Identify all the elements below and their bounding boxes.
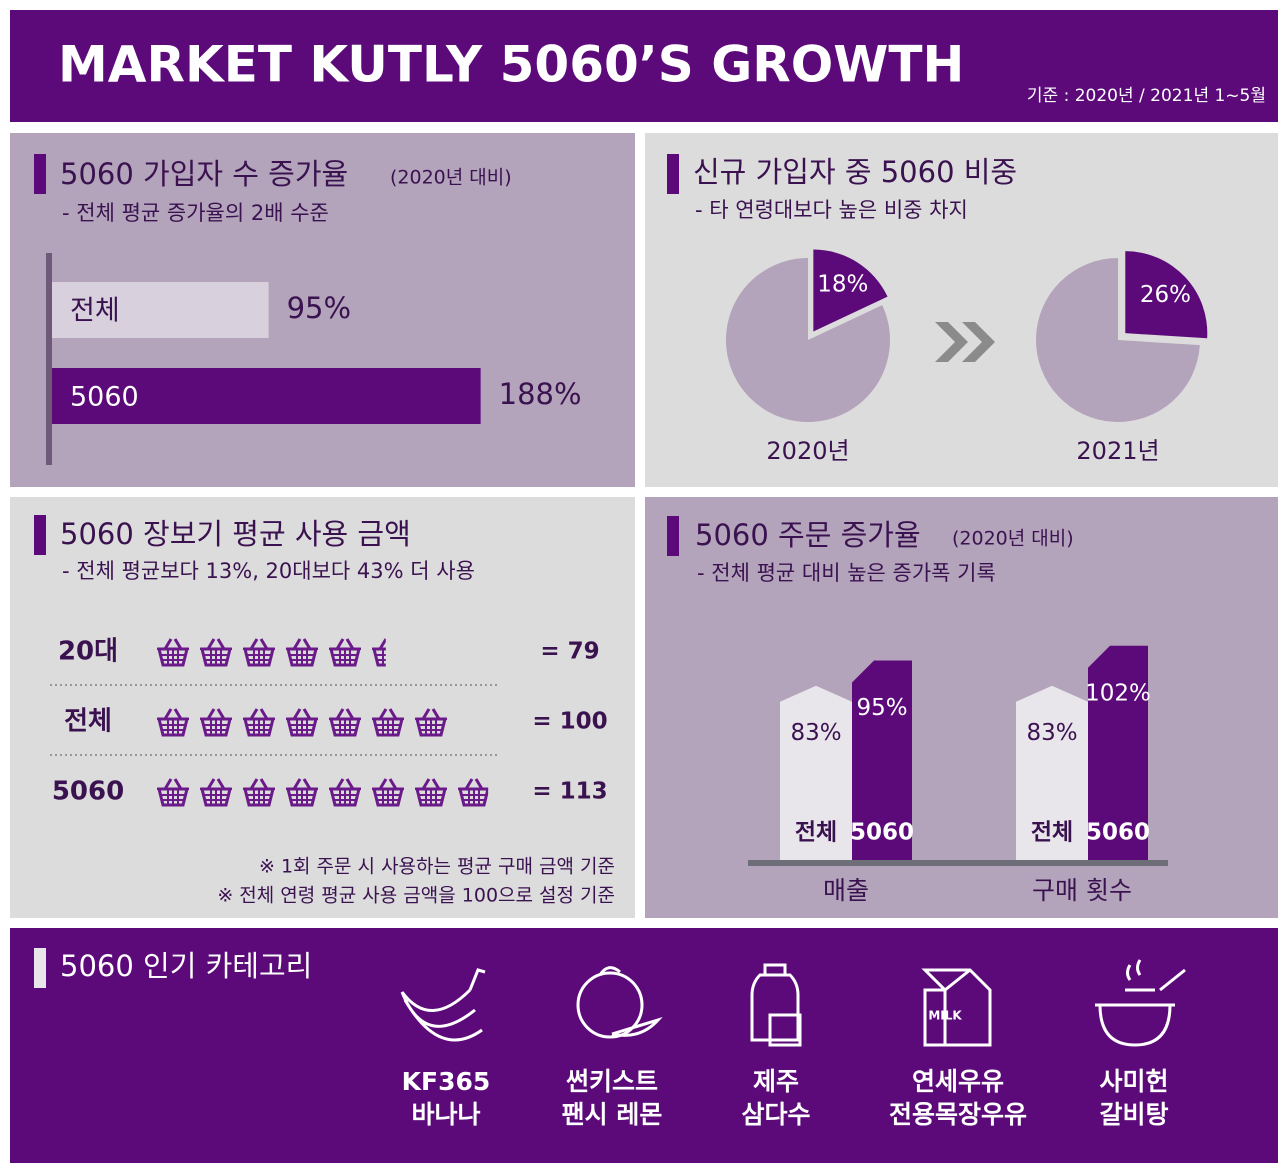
section-subtitle: - 전체 평균 대비 높은 증가폭 기록 <box>697 561 996 585</box>
title-marker <box>667 516 679 556</box>
lemon-icon <box>576 971 644 1039</box>
bar <box>780 685 852 860</box>
icon-label: MILK <box>928 1009 962 1023</box>
axis-line <box>748 860 1168 866</box>
header-basis: 기준 : 2020년 / 2021년 1~5월 <box>1027 86 1266 106</box>
bar <box>52 368 481 424</box>
section-note: (2020년 대비) <box>390 167 512 189</box>
legend-label: 5060 <box>850 820 914 846</box>
title-marker <box>34 515 46 555</box>
bar-label: 전체 <box>70 296 120 327</box>
value-label: = 100 <box>532 709 607 735</box>
legend-label: 5060 <box>1086 820 1150 846</box>
bar-label: 5060 <box>70 382 139 413</box>
header-title: MARKET KUTLY 5060’S GROWTH <box>58 36 964 94</box>
row-label: 20대 <box>58 637 118 667</box>
value-label: = 113 <box>532 779 607 805</box>
panel <box>10 928 1278 1163</box>
category-label: 2020년 <box>766 437 849 465</box>
header-bg <box>10 10 1278 122</box>
value-label: = 79 <box>540 639 599 665</box>
section-title: 신규 가입자 중 5060 비중 <box>693 155 1017 189</box>
section-note: (2020년 대비) <box>952 528 1074 550</box>
item-label: 사미헌 <box>1099 1067 1168 1096</box>
bar <box>1088 645 1148 860</box>
legend-label: 전체 <box>1031 820 1073 846</box>
value-label: 83% <box>1026 720 1077 746</box>
category-icons <box>400 959 1186 1047</box>
section-title: 5060 주문 증가율 <box>695 518 921 552</box>
soup-icon <box>1095 959 1186 1047</box>
row-label: 5060 <box>52 777 124 807</box>
arrow-icon <box>935 322 995 362</box>
panel <box>10 497 635 918</box>
milk-icon <box>921 968 992 1047</box>
section-subtitle: - 전체 평균 증가율의 2배 수준 <box>62 201 329 225</box>
section-subtitle: - 전체 평균보다 13%, 20대보다 43% 더 사용 <box>62 559 475 583</box>
pie-slice <box>813 249 888 332</box>
value-label: 95% <box>856 695 907 721</box>
group-label: 매출 <box>823 876 869 905</box>
row-label: 전체 <box>64 707 112 737</box>
value-label: 95% <box>287 291 351 325</box>
section-title: 5060 가입자 수 증가율 <box>60 157 348 191</box>
lemon-slice <box>598 966 663 1037</box>
axis-line <box>46 253 52 465</box>
section-title: 5060 장보기 평균 사용 금액 <box>60 517 411 551</box>
footnote: ※ 1회 주문 시 사용하는 평균 구매 금액 기준 <box>259 856 615 878</box>
legend-label: 전체 <box>795 820 837 846</box>
pie-rest <box>1035 258 1200 422</box>
group-label: 구매 횟수 <box>1032 876 1132 905</box>
value-label: 83% <box>790 720 841 746</box>
item-label: 갈비탕 <box>1099 1100 1168 1129</box>
bottle-icon <box>750 963 802 1047</box>
value-label: 102% <box>1085 680 1151 706</box>
banana-icon <box>400 968 486 1042</box>
item-label: KF365 <box>402 1067 491 1096</box>
pie-slice <box>1125 251 1208 339</box>
item-label: 썬키스트 <box>566 1067 658 1096</box>
value-label: 18% <box>817 272 868 298</box>
section-subtitle: - 타 연령대보다 높은 비중 차지 <box>695 198 968 222</box>
value-label: 188% <box>499 377 582 411</box>
title-marker <box>34 948 46 988</box>
bar <box>52 282 269 338</box>
pie-rest <box>725 258 890 422</box>
item-label: 제주 <box>753 1067 799 1096</box>
section-title: 5060 인기 카테고리 <box>60 949 312 983</box>
panel <box>645 497 1278 918</box>
category-label: 2021년 <box>1076 437 1159 465</box>
item-label: 전용목장우유 <box>889 1100 1027 1129</box>
bar <box>852 660 912 860</box>
item-label: 팬시 레몬 <box>562 1100 663 1129</box>
title-marker <box>667 154 679 194</box>
item-label: 바나나 <box>411 1100 480 1129</box>
footnote: ※ 전체 연령 평균 사용 금액을 100으로 설정 기준 <box>217 885 615 907</box>
title-marker <box>34 154 46 194</box>
item-label: 삼다수 <box>741 1100 810 1129</box>
item-label: 연세우유 <box>912 1067 1004 1096</box>
bar <box>1016 685 1088 860</box>
value-label: 26% <box>1140 282 1191 308</box>
